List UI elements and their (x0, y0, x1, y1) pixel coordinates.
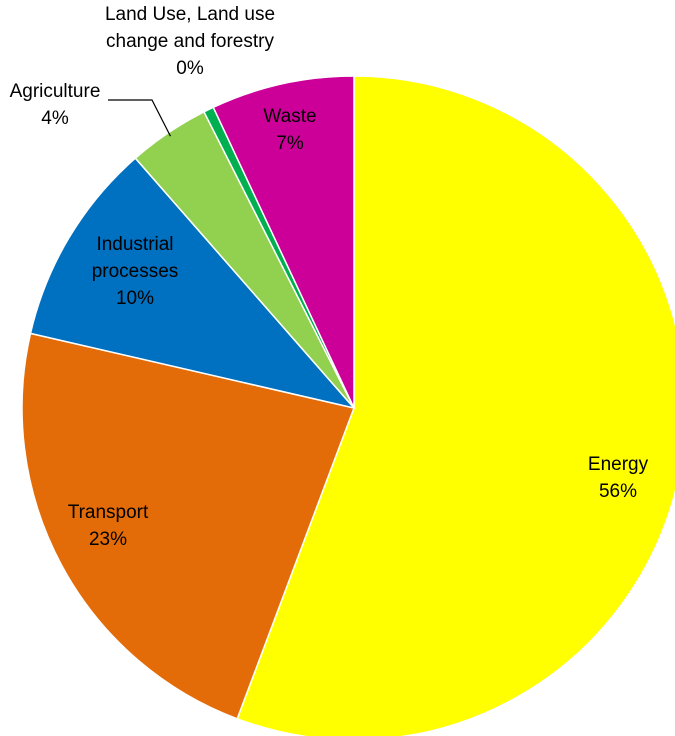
slice-name-label: change and forestry (106, 31, 274, 52)
pie-slice-energy (236, 75, 675, 736)
slice-label-energy: Energy 56% (588, 454, 649, 502)
slice-name-label: Agriculture (10, 81, 101, 102)
pie-slices (21, 75, 675, 736)
slice-labels: Energy 56% Transport 23% Industrial processes… (10, 4, 649, 550)
slice-label-land-use-land-use-change-and-forestry: Land Use, Land use change and forestry 0% (105, 4, 275, 79)
slice-label-agriculture: Agriculture 4% (10, 81, 101, 129)
pie-slice-waste (212, 75, 355, 409)
slice-label-industrial-processes: Industrial processes 10% (92, 234, 179, 309)
leader-line-agriculture (108, 99, 171, 137)
slice-name-label: processes (92, 261, 179, 282)
slice-percent-label: 4% (41, 108, 69, 129)
pie-slice-transport (21, 332, 356, 720)
slice-name-label: Waste (263, 106, 316, 127)
slice-label-transport: Transport 23% (68, 502, 149, 550)
slice-label-waste: Waste 7% (263, 106, 316, 154)
slice-name-label: Energy (588, 454, 649, 475)
pie-slice-industrial-processes (29, 157, 357, 410)
slice-percent-label: 10% (116, 288, 154, 309)
slice-name-label: Transport (68, 502, 149, 523)
slice-percent-label: 0% (176, 58, 204, 79)
leader-lines (108, 99, 171, 137)
slice-percent-label: 7% (276, 133, 304, 154)
slice-name-label: Industrial (96, 234, 173, 255)
slice-name-label: Land Use, Land use (105, 4, 275, 25)
slice-percent-label: 23% (89, 529, 127, 550)
slice-percent-label: 56% (599, 481, 637, 502)
